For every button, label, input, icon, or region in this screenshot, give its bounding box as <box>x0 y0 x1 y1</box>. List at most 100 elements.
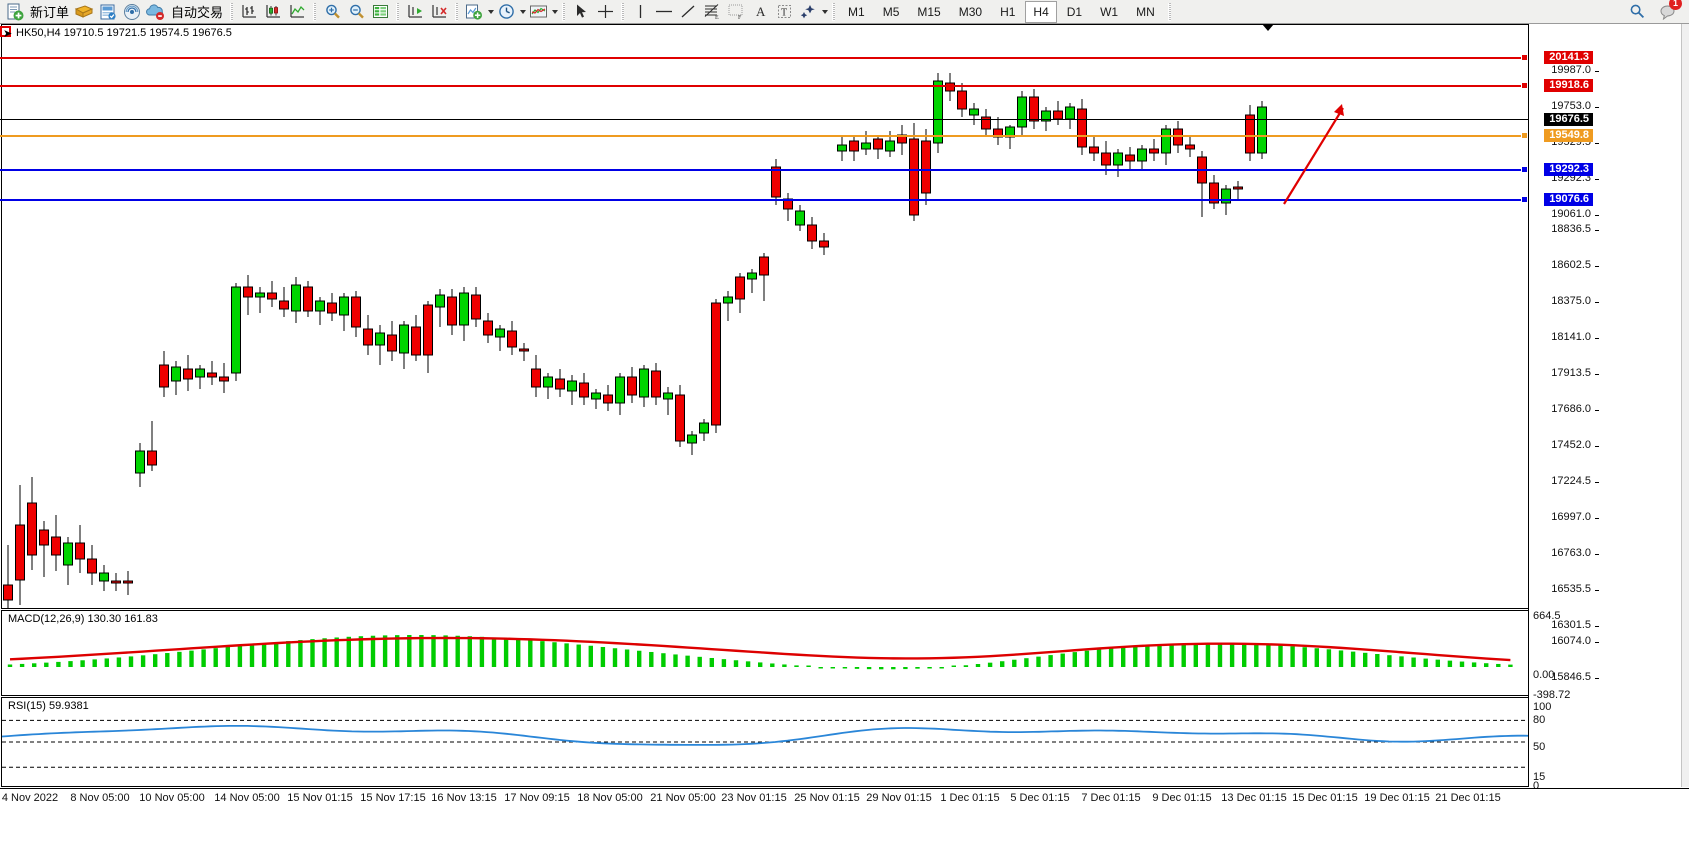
candle <box>1125 147 1135 169</box>
vertical-scrollbar[interactable] <box>1681 24 1689 787</box>
macd-bar <box>806 665 811 667</box>
macd-bar <box>697 656 702 667</box>
macd-bar <box>879 667 884 670</box>
timeframe-d1[interactable]: D1 <box>1066 4 1083 19</box>
macd-bar <box>346 636 351 667</box>
pivot-line-label[interactable]: 19549.8 <box>1544 129 1593 142</box>
price-axis[interactable]: 19987.0 19753.0 19529.5 19292.3 19061.0 18836… <box>1529 24 1689 792</box>
time-label: 21 Nov 05:00 <box>650 792 716 804</box>
autotrade-label[interactable]: 自动交易 <box>171 5 224 20</box>
price-plot <box>2 25 1528 608</box>
timeframe-w1[interactable]: W1 <box>1100 4 1119 19</box>
add-indicator-icon[interactable] <box>463 1 485 23</box>
chart-shift-icon[interactable] <box>428 1 450 23</box>
timeframe-m1[interactable]: M1 <box>848 4 865 19</box>
macd-bar <box>1229 643 1235 667</box>
price-tick: 18836.5 <box>1529 223 1599 235</box>
trendline-icon[interactable] <box>677 1 699 23</box>
cursor-icon[interactable] <box>570 1 592 23</box>
macd-bar <box>649 651 654 667</box>
timeframe-m15[interactable]: M15 <box>917 4 941 19</box>
resistance-line-2-label[interactable]: 19918.6 <box>1544 79 1593 92</box>
collapse-caret-icon[interactable] <box>1262 24 1274 31</box>
current-price-line-label[interactable]: 19676.5 <box>1544 113 1593 126</box>
candle <box>651 363 661 405</box>
candle <box>639 365 649 407</box>
text-box-icon[interactable]: T <box>773 1 795 23</box>
time-label: 29 Nov 01:15 <box>866 792 932 804</box>
candle <box>111 573 121 591</box>
price-tick: 16301.5 <box>1529 619 1599 631</box>
macd-bar <box>673 654 678 667</box>
support-line-2-label[interactable]: 19076.6 <box>1544 193 1593 206</box>
objects-icon[interactable] <box>797 1 819 23</box>
resistance-line-1-label[interactable]: 20141.3 <box>1544 51 1593 64</box>
notification-icon[interactable]: 1 <box>1657 0 1682 23</box>
toolbar-separator <box>396 2 400 21</box>
period-clock-icon[interactable] <box>495 1 517 23</box>
terminal-icon[interactable] <box>97 1 119 23</box>
new-order-icon[interactable] <box>4 1 26 23</box>
chart-area[interactable]: ➤ HK50,H4 19710.5 19721.5 19574.5 19676.… <box>0 24 1689 859</box>
toolbar-separator <box>230 2 234 21</box>
timeframe-h4[interactable]: H4 <box>1025 0 1057 23</box>
vertical-line-icon[interactable] <box>629 1 651 23</box>
macd-bar <box>1000 661 1005 667</box>
macd-bar <box>516 639 521 667</box>
macd-bar <box>1423 658 1428 667</box>
timeframe-h1[interactable]: H1 <box>1000 4 1016 19</box>
fibonacci-icon[interactable]: E <box>701 1 723 23</box>
wallet-icon[interactable] <box>73 1 95 23</box>
candle <box>327 293 337 321</box>
candle <box>969 103 979 125</box>
candlestick-chart-icon[interactable] <box>262 1 284 23</box>
templates-icon[interactable] <box>527 1 549 23</box>
chevron-down-icon[interactable] <box>822 9 829 14</box>
auto-scroll-icon[interactable] <box>404 1 426 23</box>
macd-series <box>7 635 1513 670</box>
search-icon[interactable] <box>1626 1 1648 23</box>
new-order-label[interactable]: 新订单 <box>30 5 70 20</box>
chevron-down-icon[interactable] <box>488 9 495 14</box>
macd-bar <box>213 648 218 667</box>
time-label: 16 Nov 13:15 <box>431 792 497 804</box>
candle <box>699 419 709 441</box>
price-tick: 19753.0 <box>1529 100 1599 112</box>
line-chart-icon[interactable] <box>286 1 308 23</box>
price-tick: 16074.0 <box>1529 635 1599 647</box>
signals-icon[interactable] <box>121 1 143 23</box>
svg-text:T: T <box>781 8 787 19</box>
candle <box>267 281 277 307</box>
macd-bar <box>104 658 109 667</box>
support-line-1-label[interactable]: 19292.3 <box>1544 163 1593 176</box>
zoom-in-icon[interactable] <box>321 1 343 23</box>
timeframe-m30[interactable]: M30 <box>958 4 983 19</box>
text-label-icon[interactable]: A <box>749 1 771 23</box>
crosshair-icon[interactable] <box>594 1 616 23</box>
candle <box>603 385 613 411</box>
candle <box>687 431 697 455</box>
timeframe-m5[interactable]: M5 <box>882 4 900 19</box>
data-window-icon[interactable] <box>369 1 391 23</box>
macd-pane[interactable]: MACD(12,26,9) 130.30 161.83 <box>1 610 1529 696</box>
zoom-out-icon[interactable] <box>345 1 367 23</box>
time-axis[interactable]: 4 Nov 2022 8 Nov 05:00 10 Nov 05:00 14 Nov … <box>0 788 1689 808</box>
macd-axis-max: 664.5 <box>1533 610 1561 622</box>
chevron-down-icon[interactable] <box>520 9 527 14</box>
macd-bar <box>189 650 194 667</box>
timeframe-mn[interactable]: MN <box>1136 4 1155 19</box>
candle <box>675 385 685 447</box>
chevron-down-icon[interactable] <box>552 9 559 14</box>
bar-chart-icon[interactable] <box>238 1 260 23</box>
rsi-pane[interactable]: RSI(15) 59.9381 <box>1 697 1529 787</box>
macd-bar <box>1496 663 1501 667</box>
market-icon[interactable] <box>145 1 167 23</box>
equidistant-channel-icon[interactable]: F <box>725 1 747 23</box>
horizontal-line-icon[interactable] <box>653 1 675 23</box>
candle <box>531 355 541 397</box>
macd-bar <box>782 664 787 667</box>
macd-bar <box>1338 650 1344 667</box>
price-pane[interactable] <box>1 24 1529 609</box>
macd-bar <box>939 667 944 669</box>
candle <box>27 477 37 570</box>
